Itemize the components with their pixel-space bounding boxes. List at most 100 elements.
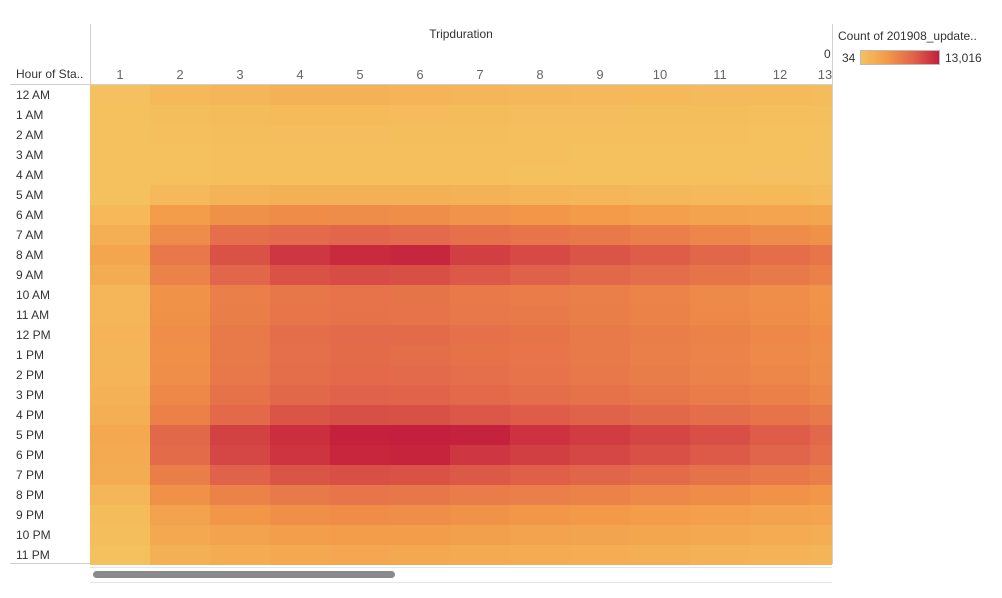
- row-label[interactable]: 3 AM: [16, 148, 43, 162]
- heatmap-cell[interactable]: [270, 245, 330, 265]
- row-label[interactable]: 4 AM: [16, 168, 43, 182]
- heatmap-cell[interactable]: [330, 485, 390, 505]
- heatmap-cell[interactable]: [210, 345, 270, 365]
- heatmap-cell[interactable]: [150, 225, 210, 245]
- heatmap-cell[interactable]: [510, 485, 570, 505]
- heatmap-cell[interactable]: [150, 165, 210, 185]
- row-label[interactable]: 11 AM: [16, 308, 49, 322]
- heatmap-cell[interactable]: [210, 325, 270, 345]
- heatmap-cell[interactable]: [570, 205, 630, 225]
- heatmap-cell[interactable]: [690, 465, 750, 485]
- heatmap-cell[interactable]: [570, 245, 630, 265]
- heatmap-cell[interactable]: [690, 225, 750, 245]
- heatmap-cell[interactable]: [510, 125, 570, 145]
- heatmap-cell[interactable]: [90, 505, 150, 525]
- row-label[interactable]: 6 AM: [16, 208, 43, 222]
- heatmap-cell[interactable]: [810, 505, 832, 525]
- heatmap-cell[interactable]: [90, 545, 150, 565]
- heatmap-cell[interactable]: [630, 285, 690, 305]
- heatmap-cell[interactable]: [510, 165, 570, 185]
- heatmap-cell[interactable]: [270, 285, 330, 305]
- heatmap-cell[interactable]: [270, 365, 330, 385]
- heatmap-cell[interactable]: [270, 185, 330, 205]
- heatmap-cell[interactable]: [330, 145, 390, 165]
- heatmap-cell[interactable]: [390, 185, 450, 205]
- heatmap-cell[interactable]: [810, 445, 832, 465]
- heatmap-cell[interactable]: [330, 265, 390, 285]
- heatmap-cell[interactable]: [750, 85, 810, 105]
- heatmap-cell[interactable]: [570, 265, 630, 285]
- color-legend-title[interactable]: Count of 201908_update..: [838, 29, 977, 43]
- heatmap-cell[interactable]: [150, 325, 210, 345]
- row-label[interactable]: 4 PM: [16, 408, 44, 422]
- heatmap-cell[interactable]: [630, 185, 690, 205]
- heatmap-cell[interactable]: [330, 85, 390, 105]
- heatmap-cell[interactable]: [210, 205, 270, 225]
- heatmap-cell[interactable]: [510, 525, 570, 545]
- heatmap-cell[interactable]: [510, 85, 570, 105]
- heatmap-cell[interactable]: [330, 345, 390, 365]
- heatmap-cell[interactable]: [270, 445, 330, 465]
- heatmap-cell[interactable]: [810, 325, 832, 345]
- heatmap-cell[interactable]: [210, 285, 270, 305]
- heatmap-cell[interactable]: [510, 385, 570, 405]
- heatmap-cell[interactable]: [570, 105, 630, 125]
- heatmap-cell[interactable]: [690, 405, 750, 425]
- heatmap-cell[interactable]: [810, 345, 832, 365]
- heatmap-cell[interactable]: [390, 205, 450, 225]
- heatmap-cell[interactable]: [510, 105, 570, 125]
- heatmap-cell[interactable]: [450, 345, 510, 365]
- heatmap-cell[interactable]: [450, 125, 510, 145]
- heatmap-cell[interactable]: [630, 545, 690, 565]
- heatmap-cell[interactable]: [210, 85, 270, 105]
- heatmap-cell[interactable]: [570, 365, 630, 385]
- heatmap-cell[interactable]: [690, 485, 750, 505]
- heatmap-cell[interactable]: [810, 545, 832, 565]
- heatmap-cell[interactable]: [630, 505, 690, 525]
- heatmap-cell[interactable]: [630, 165, 690, 185]
- row-label[interactable]: 7 AM: [16, 228, 43, 242]
- heatmap-cell[interactable]: [390, 405, 450, 425]
- heatmap-cell[interactable]: [210, 465, 270, 485]
- heatmap-cell[interactable]: [690, 425, 750, 445]
- heatmap-cell[interactable]: [390, 525, 450, 545]
- heatmap-cell[interactable]: [210, 505, 270, 525]
- heatmap-cell[interactable]: [510, 425, 570, 445]
- column-label[interactable]: 2: [176, 67, 183, 82]
- heatmap-cell[interactable]: [630, 485, 690, 505]
- heatmap-cell[interactable]: [90, 105, 150, 125]
- heatmap-cell[interactable]: [570, 145, 630, 165]
- heatmap-cell[interactable]: [690, 105, 750, 125]
- heatmap-cell[interactable]: [450, 305, 510, 325]
- heatmap-cell[interactable]: [570, 505, 630, 525]
- heatmap-cell[interactable]: [570, 445, 630, 465]
- heatmap-cell[interactable]: [510, 345, 570, 365]
- row-label[interactable]: 10 PM: [16, 528, 51, 542]
- heatmap-cell[interactable]: [330, 465, 390, 485]
- heatmap-cell[interactable]: [510, 445, 570, 465]
- heatmap-cell[interactable]: [690, 505, 750, 525]
- heatmap-cell[interactable]: [90, 145, 150, 165]
- heatmap-cell[interactable]: [390, 105, 450, 125]
- heatmap-cell[interactable]: [630, 265, 690, 285]
- heatmap-cell[interactable]: [630, 345, 690, 365]
- heatmap-cell[interactable]: [750, 345, 810, 365]
- heatmap-cell[interactable]: [390, 145, 450, 165]
- heatmap-cell[interactable]: [570, 325, 630, 345]
- heatmap-cell[interactable]: [210, 185, 270, 205]
- row-label[interactable]: 5 PM: [16, 428, 44, 442]
- heatmap-cell[interactable]: [750, 385, 810, 405]
- heatmap-cell[interactable]: [510, 325, 570, 345]
- heatmap-cell[interactable]: [330, 245, 390, 265]
- row-label[interactable]: 9 PM: [16, 508, 44, 522]
- column-label[interactable]: 1: [116, 67, 123, 82]
- heatmap-cell[interactable]: [390, 305, 450, 325]
- heatmap-cell[interactable]: [510, 305, 570, 325]
- heatmap-cell[interactable]: [510, 185, 570, 205]
- heatmap-cell[interactable]: [810, 145, 832, 165]
- heatmap-cell[interactable]: [630, 465, 690, 485]
- heatmap-cell[interactable]: [270, 205, 330, 225]
- heatmap-cell[interactable]: [450, 405, 510, 425]
- heatmap-cell[interactable]: [570, 185, 630, 205]
- heatmap-cell[interactable]: [90, 345, 150, 365]
